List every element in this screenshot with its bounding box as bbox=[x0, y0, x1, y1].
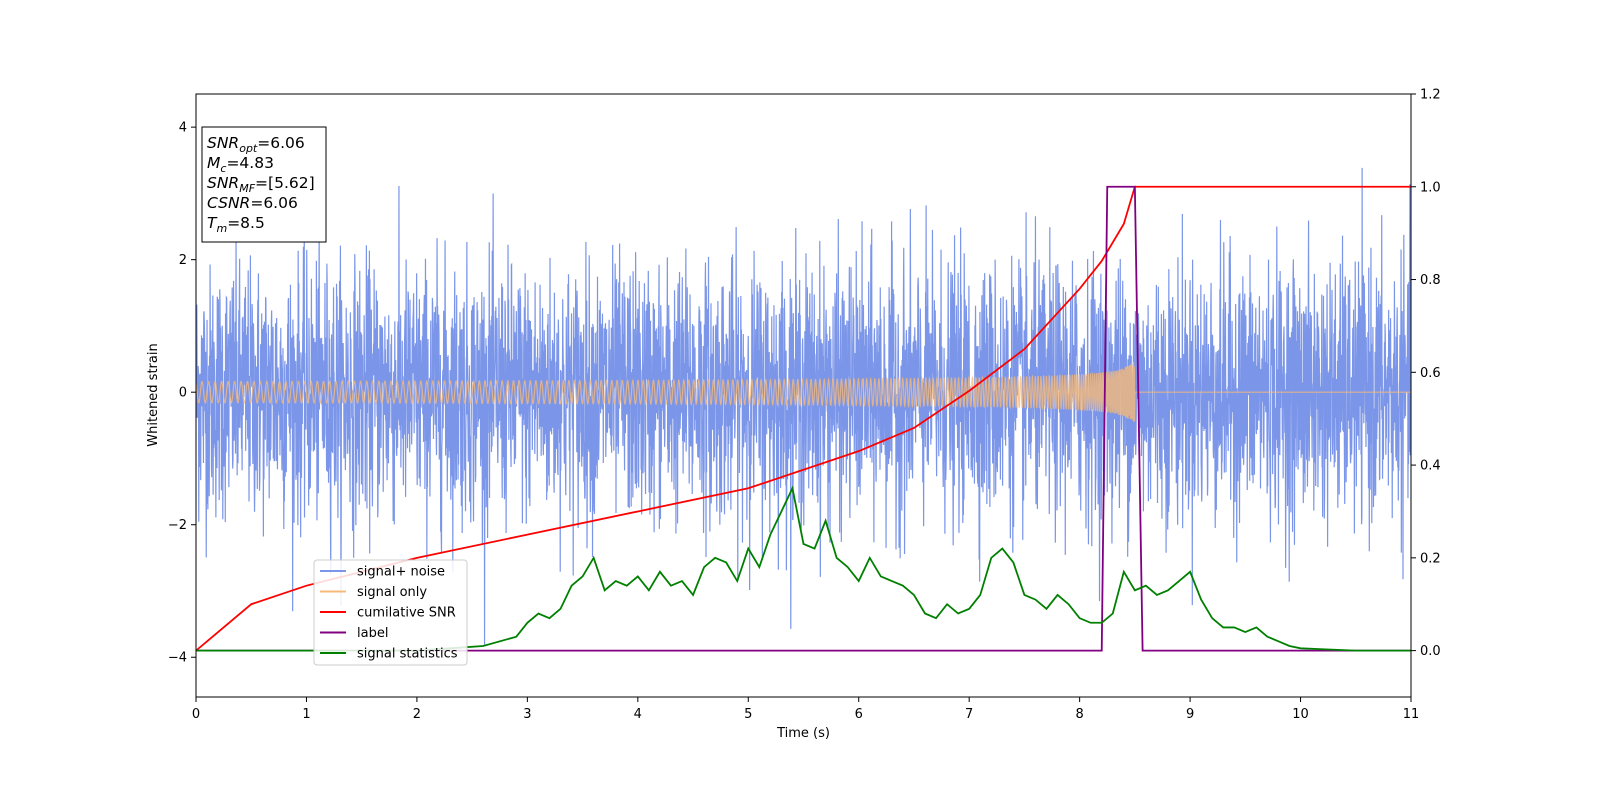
annotation-line: Tm=8.5 bbox=[207, 214, 265, 235]
x-tick-label: 8 bbox=[1075, 707, 1083, 722]
y-tick-label: 4 bbox=[179, 121, 187, 136]
legend: signal+ noise signal only cumilative SNR la… bbox=[313, 559, 468, 666]
y2-tick-label: 1.2 bbox=[1420, 88, 1441, 103]
y2-tick-label: 0.4 bbox=[1420, 459, 1441, 474]
series-signal-only bbox=[196, 362, 1411, 422]
x-tick-label: 11 bbox=[1403, 707, 1420, 722]
y2-tick-label: 0.0 bbox=[1420, 644, 1441, 659]
x-tick-label: 5 bbox=[744, 707, 752, 722]
x-tick-label: 6 bbox=[855, 707, 863, 722]
legend-label: signal+ noise bbox=[357, 565, 445, 580]
x-tick-label: 0 bbox=[192, 707, 200, 722]
x-axis: 0 1 2 3 4 5 6 7 8 9 10 11 bbox=[192, 697, 1419, 722]
legend-label: label bbox=[357, 626, 388, 641]
x-tick-label: 1 bbox=[302, 707, 310, 722]
y-tick-label: 2 bbox=[179, 253, 187, 268]
y-tick-label: −4 bbox=[168, 651, 187, 666]
annotation-line: Mc=4.83 bbox=[207, 154, 274, 175]
x-axis-label: Time (s) bbox=[776, 726, 830, 741]
y-axis-label: Whitened strain bbox=[146, 343, 161, 446]
y-axis-left: −4 −2 0 2 4 bbox=[168, 121, 196, 666]
series-label bbox=[196, 185, 1411, 652]
y2-tick-label: 1.0 bbox=[1420, 180, 1441, 195]
legend-label: cumilative SNR bbox=[357, 606, 456, 621]
y-tick-label: −2 bbox=[168, 518, 187, 533]
annotation-line: SNRopt=6.06 bbox=[207, 134, 305, 155]
legend-label: signal statistics bbox=[357, 647, 458, 662]
x-tick-label: 10 bbox=[1292, 707, 1309, 722]
plot-frame bbox=[195, 93, 1412, 698]
legend-label: signal only bbox=[357, 585, 427, 600]
x-tick-label: 3 bbox=[523, 707, 531, 722]
y2-tick-label: 0.8 bbox=[1420, 273, 1441, 288]
series-signal-statistics bbox=[196, 485, 1411, 652]
x-tick-label: 9 bbox=[1186, 707, 1194, 722]
annotation-line: SNRMF=[5.62] bbox=[207, 174, 315, 195]
y-tick-label: 0 bbox=[179, 386, 187, 401]
annotation-line: CSNR=6.06 bbox=[207, 194, 298, 212]
x-tick-label: 7 bbox=[965, 707, 973, 722]
y-axis-right: 0.0 0.2 0.4 0.6 0.8 1.0 1.2 bbox=[1411, 88, 1441, 659]
x-tick-label: 2 bbox=[413, 707, 421, 722]
y2-tick-label: 0.2 bbox=[1420, 551, 1441, 566]
x-tick-label: 4 bbox=[634, 707, 642, 722]
y2-tick-label: 0.6 bbox=[1420, 366, 1441, 381]
